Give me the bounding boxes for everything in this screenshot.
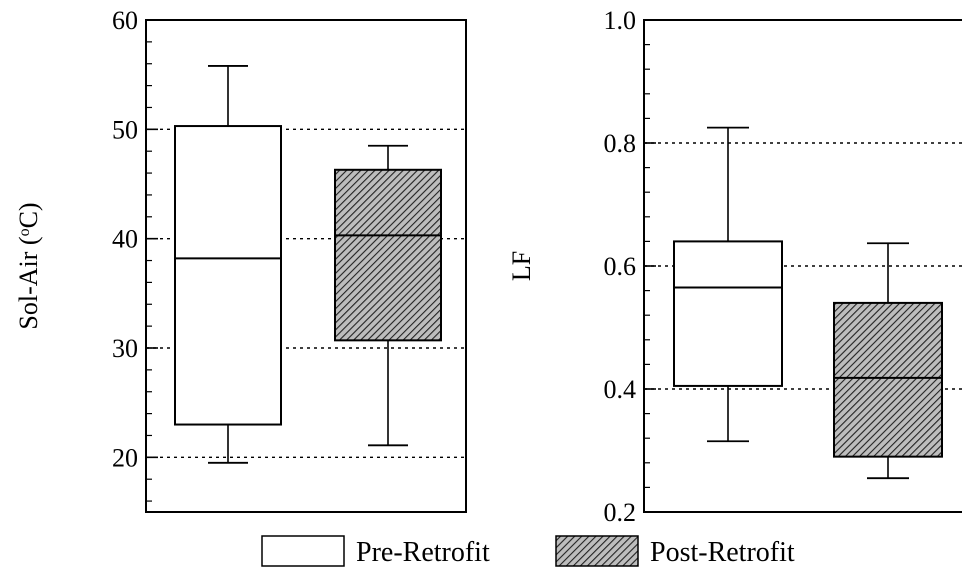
sol-air-ylabel-unit: C) (14, 202, 43, 228)
lf-tick-label-2: 0.6 (604, 252, 637, 281)
legend-swatch-pre-retrofit (261, 535, 345, 567)
lf-panel: 0.2 0.4 0.6 0.8 1.0 LF (507, 6, 962, 527)
lf-y-axis: 0.2 0.4 0.6 0.8 1.0 (604, 6, 656, 527)
sol-air-post-retrofit-box (334, 168, 442, 342)
lf-pre-retrofit-box (673, 240, 783, 387)
lf-tick-label-0: 0.2 (604, 498, 637, 527)
lf-boxes (673, 126, 943, 480)
lf-y-axis-title: LF (507, 251, 536, 281)
sol-air-y-axis: 20 30 40 50 60 (112, 6, 158, 502)
sol-air-panel: 20 30 40 50 60 Sol-Air (oC) (14, 6, 467, 513)
sol-air-pre-retrofit-box (174, 125, 282, 426)
legend: Pre-Retrofit Post-Retrofit (261, 535, 795, 568)
sol-air-tick-label-0: 20 (112, 443, 138, 472)
lf-post-retrofit-box (833, 301, 943, 458)
legend-label-pre-retrofit: Pre-Retrofit (356, 537, 490, 568)
lf-tick-label-4: 1.0 (604, 6, 637, 35)
sol-air-y-axis-title: Sol-Air (oC) (14, 202, 43, 329)
sol-air-tick-label-4: 60 (112, 6, 138, 35)
sol-air-tick-label-1: 30 (112, 334, 138, 363)
sol-air-boxes (174, 65, 442, 464)
legend-label-post-retrofit: Post-Retrofit (650, 537, 795, 568)
sol-air-tick-label-3: 50 (112, 115, 138, 144)
lf-tick-label-3: 0.8 (604, 129, 637, 158)
sol-air-ylabel-main: Sol-Air ( (14, 236, 43, 329)
sol-air-ylabel-degree: o (16, 228, 33, 236)
lf-tick-label-1: 0.4 (604, 375, 637, 404)
sol-air-tick-label-2: 40 (112, 225, 138, 254)
sol-air-plot-frame (145, 19, 467, 513)
legend-swatch-post-retrofit (555, 535, 639, 567)
